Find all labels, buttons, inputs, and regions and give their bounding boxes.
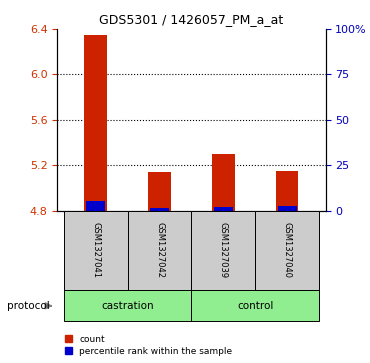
Bar bbox=[214, 207, 233, 211]
Bar bbox=[86, 201, 105, 211]
Bar bbox=[150, 208, 169, 211]
Text: protocol: protocol bbox=[7, 301, 50, 311]
FancyBboxPatch shape bbox=[192, 290, 319, 321]
Text: GSM1327041: GSM1327041 bbox=[91, 223, 100, 278]
FancyBboxPatch shape bbox=[64, 211, 128, 290]
Text: GSM1327039: GSM1327039 bbox=[219, 223, 228, 278]
Bar bbox=[276, 171, 299, 211]
FancyBboxPatch shape bbox=[255, 211, 319, 290]
FancyBboxPatch shape bbox=[192, 211, 255, 290]
FancyBboxPatch shape bbox=[64, 290, 192, 321]
Text: GSM1327040: GSM1327040 bbox=[283, 223, 292, 278]
Legend: count, percentile rank within the sample: count, percentile rank within the sample bbox=[62, 333, 235, 359]
Bar bbox=[278, 206, 297, 211]
Bar bbox=[84, 35, 107, 211]
Text: control: control bbox=[237, 301, 273, 311]
Bar bbox=[148, 172, 171, 211]
Text: GSM1327042: GSM1327042 bbox=[155, 223, 164, 278]
Title: GDS5301 / 1426057_PM_a_at: GDS5301 / 1426057_PM_a_at bbox=[100, 13, 283, 26]
Bar bbox=[212, 154, 235, 211]
Text: castration: castration bbox=[101, 301, 154, 311]
FancyBboxPatch shape bbox=[128, 211, 192, 290]
